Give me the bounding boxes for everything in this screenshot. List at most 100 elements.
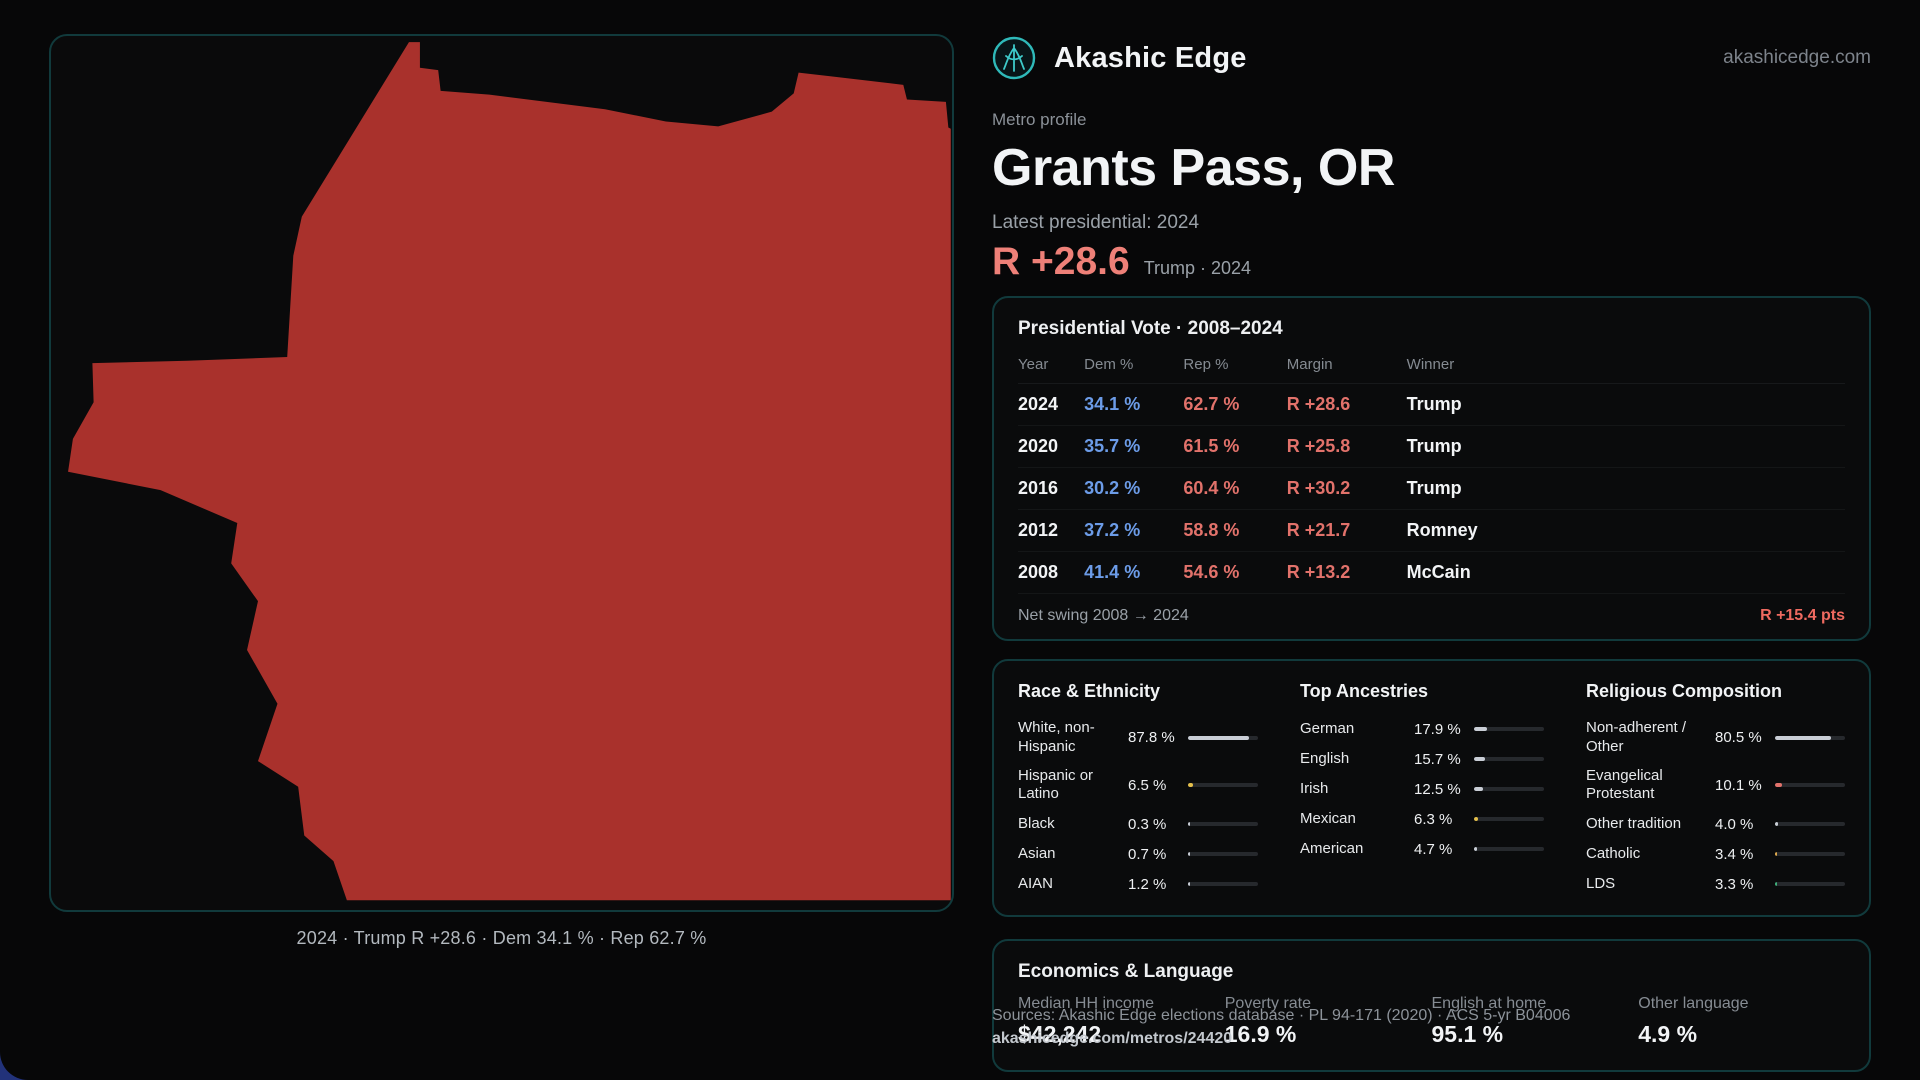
stat-value: 95.1 % — [1431, 1021, 1504, 1047]
demo-label: White, non-Hispanic — [1018, 719, 1095, 755]
county-map-svg — [68, 42, 951, 901]
cell-dem: 30.2 % — [1084, 467, 1184, 510]
cell-margin: R +25.8 — [1286, 425, 1407, 468]
demo-bar — [1474, 817, 1544, 821]
demo-label: Asian — [1018, 844, 1056, 862]
stat-value: $42,242 — [1018, 1021, 1102, 1047]
cell-rep: 60.4 % — [1183, 467, 1287, 510]
vote-row-2020: 2020 35.7 % 61.5 % R +25.8 Trump — [1018, 425, 1845, 468]
stat-english-at-home: English at home 95.1 % — [1432, 995, 1639, 1048]
demo-row-non-adherent-other: Non-adherent / Other 80.5 % — [1586, 714, 1845, 762]
demo-row-lds: LDS 3.3 % — [1586, 869, 1845, 899]
cell-rep: 58.8 % — [1183, 509, 1287, 552]
latest-presidential-label: Latest presidential: 2024 — [992, 212, 1200, 233]
demo-bar — [1775, 735, 1845, 740]
permalink-url[interactable]: akashicedge.com/metros/24420 — [992, 1030, 1233, 1047]
demo-bar — [1775, 852, 1845, 856]
cell-rep: 62.7 % — [1183, 383, 1287, 426]
metro-profile-kicker: Metro profile — [992, 110, 1087, 129]
cell-margin: R +21.7 — [1286, 509, 1407, 552]
demo-row-other-tradition: Other tradition 4.0 % — [1586, 809, 1845, 839]
demo-bar — [1474, 847, 1544, 851]
cell-year: 2024 — [1018, 383, 1085, 426]
demo-row-catholic: Catholic 3.4 % — [1586, 839, 1845, 869]
cell-year: 2016 — [1018, 467, 1085, 510]
vote-row-2024: 2024 34.1 % 62.7 % R +28.6 Trump — [1018, 383, 1845, 426]
vote-col-margin: Margin — [1286, 350, 1407, 384]
race-list: White, non-Hispanic 87.8 % Hispanic or Lat… — [1018, 714, 1258, 899]
stat-value: 16.9 % — [1224, 1021, 1297, 1047]
demo-bar — [1474, 787, 1544, 791]
ancestry-list: German 17.9 % English 15.7 % Irish 12.5 % Mexi… — [1300, 714, 1544, 864]
vote-col-year: Year — [1018, 350, 1085, 384]
religion-list: Non-adherent / Other 80.5 % Evangelical Pr… — [1586, 714, 1845, 899]
map-panel — [49, 34, 954, 912]
demo-label: American — [1300, 839, 1364, 857]
net-swing-label: Net swing 2008 → 2024 — [1018, 607, 1189, 624]
cell-dem: 37.2 % — [1084, 509, 1184, 552]
demo-label: LDS — [1586, 874, 1616, 892]
cell-winner: Trump — [1406, 425, 1845, 468]
demo-value: 87.8 % — [1128, 729, 1175, 747]
demo-row-hispanic-or-latino: Hispanic or Latino 6.5 % — [1018, 762, 1258, 810]
vote-panel-title: Presidential Vote · 2008–2024 — [1018, 318, 1283, 339]
demo-label: Other tradition — [1586, 814, 1682, 832]
headline-note: Trump · 2024 — [1143, 258, 1252, 278]
map-caption: 2024 · Trump R +28.6 · Dem 34.1 % · Rep … — [296, 928, 707, 948]
demo-bar — [1188, 852, 1258, 856]
demo-bar — [1474, 727, 1544, 731]
demo-value: 6.3 % — [1414, 810, 1453, 828]
vote-row-2008: 2008 41.4 % 54.6 % R +13.2 McCain — [1018, 551, 1845, 594]
cell-margin: R +28.6 — [1286, 383, 1407, 426]
right-column: Akashic Edge akashicedge.com Metro profi… — [992, 0, 1871, 1072]
site-domain-link[interactable]: akashicedge.com — [1723, 47, 1871, 68]
vote-col-winner: Winner — [1406, 350, 1845, 384]
metro-title: Grants Pass, OR — [992, 139, 1395, 197]
demo-label: Mexican — [1300, 809, 1356, 827]
demo-row-english: English 15.7 % — [1300, 744, 1544, 774]
demo-label: AIAN — [1018, 874, 1054, 892]
site-header: Akashic Edge akashicedge.com — [992, 36, 1871, 80]
headline-margin: R +28.6 — [992, 240, 1130, 283]
cell-winner: Trump — [1406, 467, 1845, 510]
demo-value: 4.0 % — [1715, 815, 1754, 833]
demo-value: 0.7 % — [1128, 845, 1167, 863]
county-shape — [68, 42, 951, 901]
demo-bar — [1474, 757, 1544, 761]
demo-label: Hispanic or Latino — [1018, 766, 1094, 803]
cell-year: 2008 — [1018, 551, 1085, 594]
demo-value: 15.7 % — [1414, 750, 1461, 768]
demo-value: 3.3 % — [1715, 875, 1754, 893]
cell-year: 2020 — [1018, 425, 1085, 468]
stat-other-language: Other language 4.9 % — [1638, 995, 1845, 1048]
cell-dem: 35.7 % — [1084, 425, 1184, 468]
ancestry-column: Top Ancestries German 17.9 % English 15.7 %… — [1300, 681, 1544, 899]
cell-rep: 61.5 % — [1183, 425, 1287, 468]
demo-bar — [1775, 783, 1845, 788]
demo-value: 6.5 % — [1128, 776, 1167, 794]
site-title: Akashic Edge — [1054, 41, 1247, 74]
stat-label: Median HH income — [1018, 995, 1155, 1012]
religion-column: Religious Composition Non-adherent / Oth… — [1586, 681, 1845, 899]
demo-label: Non-adherent / Other — [1586, 719, 1687, 755]
demo-row-white-non-hispanic: White, non-Hispanic 87.8 % — [1018, 714, 1258, 762]
demo-label: Catholic — [1586, 844, 1641, 862]
vote-table: Year Dem % Rep % Margin Winner 2024 34.1 % 62.… — [1018, 350, 1845, 594]
demo-bar — [1188, 783, 1258, 788]
demo-bar — [1775, 882, 1845, 886]
demo-bar — [1775, 822, 1845, 826]
vote-row-2012: 2012 37.2 % 58.8 % R +21.7 Romney — [1018, 509, 1845, 552]
cell-rep: 54.6 % — [1183, 551, 1287, 594]
cell-margin: R +30.2 — [1286, 467, 1407, 510]
demo-row-black: Black 0.3 % — [1018, 809, 1258, 839]
race-title: Race & Ethnicity — [1018, 681, 1161, 701]
stat-value: 4.9 % — [1638, 1021, 1698, 1047]
vote-panel: Presidential Vote · 2008–2024 Year Dem % R… — [992, 296, 1871, 641]
vote-row-2016: 2016 30.2 % 60.4 % R +30.2 Trump — [1018, 467, 1845, 510]
vote-table-body: 2024 34.1 % 62.7 % R +28.6 Trump 2020 35.7 % 61… — [1018, 383, 1845, 594]
headline-result: R +28.6 Trump · 2024 — [992, 240, 1871, 284]
demo-label: German — [1300, 719, 1355, 737]
demo-label: Evangelical Protestant — [1586, 766, 1663, 803]
demo-label: Black — [1018, 814, 1055, 832]
